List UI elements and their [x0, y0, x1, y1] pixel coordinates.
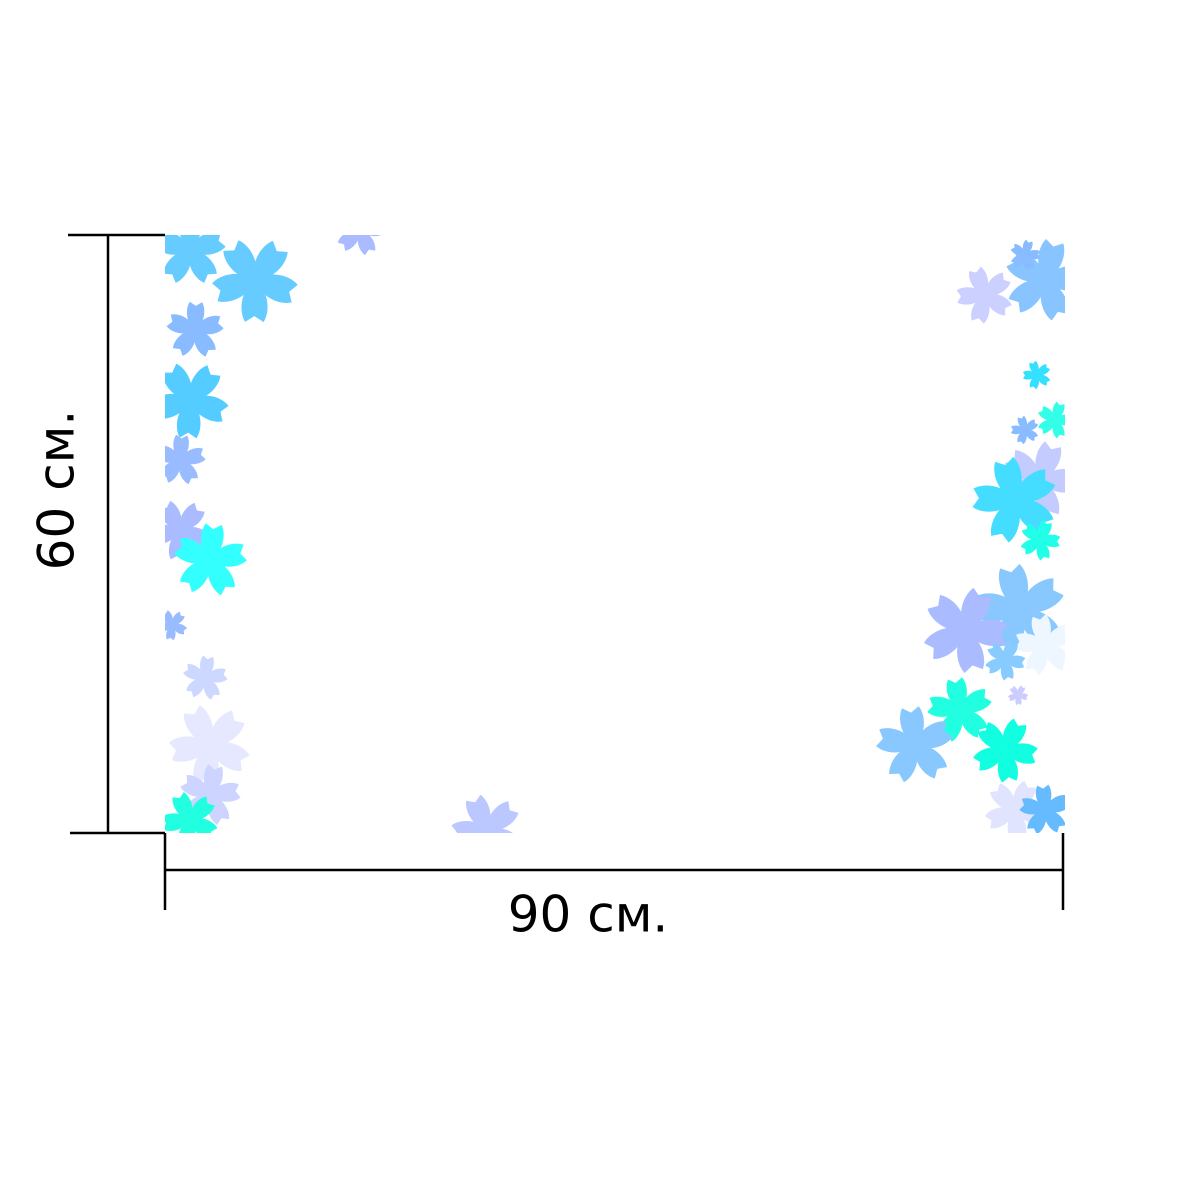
petal: [334, 235, 364, 237]
petal: [468, 827, 498, 833]
height-label: 60 см.: [28, 410, 86, 571]
width-label: 90 см.: [508, 886, 669, 944]
petal: [352, 204, 372, 232]
